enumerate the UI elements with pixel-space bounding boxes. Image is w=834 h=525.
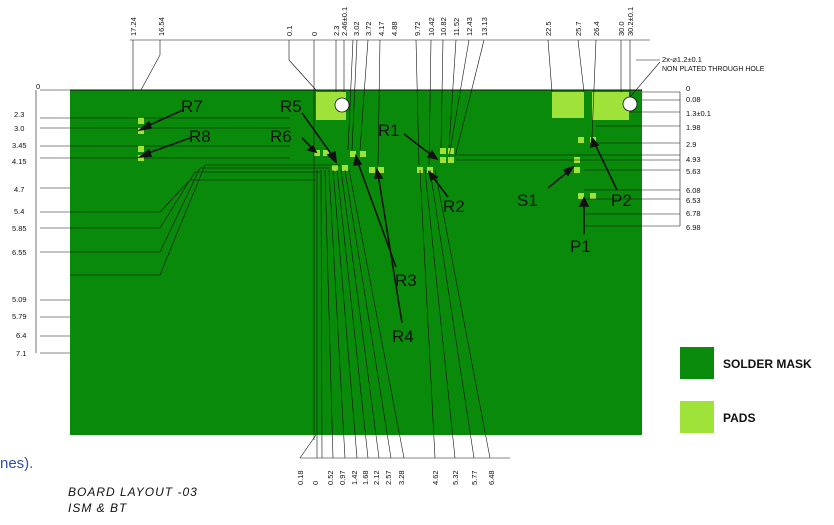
component-label-r1: R1 [378, 121, 400, 140]
left-dim-label: 5.4 [14, 207, 24, 216]
legend-swatch-pads [680, 401, 714, 433]
left-dim-label: 3.45 [12, 141, 27, 150]
right-dim-label: 6.08 [686, 186, 701, 195]
bottom-dimension-labels: 0.18 0 0.52 0.97 1.42 1.68 2.12 2.57 3.2… [296, 470, 496, 485]
right-dim-label: 1.3±0.1 [686, 109, 711, 118]
bottom-dim-label: 0.52 [326, 470, 335, 485]
top-dim-label: 2.3 [332, 26, 341, 36]
left-dim-label: 3.0 [14, 124, 24, 133]
right-dim-label: 4.93 [686, 155, 701, 164]
component-label-s1: S1 [517, 191, 538, 210]
top-dim-label: 9.72 [413, 21, 422, 36]
component-label-r4: R4 [392, 327, 414, 346]
right-dim-label: 5.63 [686, 167, 701, 176]
left-dimension-lines [35, 89, 340, 354]
top-dim-label: 10.82 [439, 17, 448, 36]
left-dim-label: 6.55 [12, 248, 27, 257]
bottom-dim-label: 5.32 [451, 470, 460, 485]
legend-swatch-solder-mask [680, 347, 714, 379]
top-dim-label: 2.46±0.1 [340, 7, 349, 36]
right-dimension-lines [456, 91, 681, 227]
pad-area-right-2 [592, 92, 629, 120]
bottom-dim-label: 1.68 [361, 470, 370, 485]
bottom-dim-label: 6.48 [487, 470, 496, 485]
bottom-dim-label: 2.12 [372, 470, 381, 485]
mounting-hole-left [334, 97, 350, 113]
left-dim-label: 4.15 [12, 157, 27, 166]
top-dim-label: 4.17 [377, 21, 386, 36]
bottom-dim-label: 0.18 [296, 470, 305, 485]
component-label-p2: P2 [611, 191, 632, 210]
component-label-p1: P1 [570, 237, 591, 256]
legend-label-pads: PADS [723, 411, 755, 425]
bottom-dim-label: 0.97 [338, 470, 347, 485]
top-dim-label: 10.42 [427, 17, 436, 36]
top-dim-label: 4.88 [390, 21, 399, 36]
top-dim-label: 3.72 [364, 21, 373, 36]
pad-area-right-1 [552, 92, 584, 118]
board-title-line2: ISM & BT [68, 501, 128, 515]
top-dim-label: 11.52 [452, 18, 461, 36]
hole-note-line2: NON PLATED THROUGH HOLE [662, 66, 765, 73]
component-label-r8: R8 [189, 127, 211, 146]
right-dim-label: 6.98 [686, 223, 701, 232]
right-dimension-labels: 0 0.08 1.3±0.1 1.98 2.9 4.93 5.63 6.08 6… [686, 84, 711, 232]
right-dim-label: 0.08 [686, 95, 701, 104]
label-arrows [137, 109, 618, 324]
left-dim-label: 7.1 [16, 349, 26, 358]
top-dim-label: 17.24 [129, 17, 138, 36]
component-label-r3: R3 [395, 271, 417, 290]
board-title-line1: BOARD LAYOUT -03 [68, 485, 198, 499]
left-dimension-labels: 0 2.3 3.0 3.45 4.15 4.7 5.4 5.85 6.55 5.… [12, 82, 40, 358]
left-dim-label: 4.7 [14, 185, 24, 194]
bottom-dimension-lines [299, 169, 510, 459]
left-dim-label: 5.09 [12, 295, 27, 304]
bottom-dim-label: 4.62 [431, 470, 440, 485]
bottom-dim-label: 2.57 [384, 470, 393, 485]
top-dim-label: 30.0 [617, 21, 626, 36]
component-label-r6: R6 [270, 127, 292, 146]
legend-label-solder-mask: SOLDER MASK [723, 357, 812, 371]
left-dim-label: 0 [36, 82, 40, 91]
bottom-dim-label: 5.77 [470, 470, 479, 485]
bottom-dim-label: 0 [311, 481, 320, 485]
hole-note-line1: 2x-⌀1.2±0.1 [662, 55, 702, 64]
right-dim-label: 6.78 [686, 209, 701, 218]
left-dim-label: 5.79 [12, 312, 27, 321]
top-dim-label: 16.54 [157, 17, 166, 36]
left-dim-label: 2.3 [14, 110, 24, 119]
top-dimension-lines [130, 39, 661, 440]
caption-fragment: nes). [0, 455, 34, 472]
component-label-r7: R7 [181, 97, 203, 116]
top-dim-label: 12.43 [465, 17, 474, 36]
top-dim-label: 25.7 [574, 21, 583, 36]
right-dim-label: 1.98 [686, 123, 701, 132]
right-dim-label: 6.53 [686, 196, 701, 205]
top-dim-label: 22.5 [544, 21, 553, 36]
right-dim-label: 0 [686, 84, 690, 93]
top-dim-label: 3.02 [352, 21, 361, 36]
left-dim-label: 5.85 [12, 224, 27, 233]
top-dim-label: 0 [310, 32, 319, 36]
top-dim-label: 30.2±0.1 [626, 7, 635, 36]
top-dimension-labels: 17.24 16.54 0.1 0 2.3 2.46±0.1 3.02 3.72… [129, 7, 635, 36]
right-dim-label: 2.9 [686, 140, 696, 149]
pcb-board [70, 90, 642, 435]
component-label-r5: R5 [280, 97, 302, 116]
mounting-hole-right [622, 96, 638, 112]
component-labels: R7 R8 R5 R6 R1 R2 R3 R4 S1 P2 P1 [181, 97, 632, 346]
board-title: BOARD LAYOUT -03 ISM & BT [68, 484, 198, 516]
left-dim-label: 6.4 [16, 331, 26, 340]
top-dim-label: 0.1 [285, 26, 294, 36]
bottom-dim-label: 3.28 [397, 470, 406, 485]
top-dim-label: 26.4 [592, 21, 601, 36]
bottom-dim-label: 1.42 [350, 470, 359, 485]
component-label-r2: R2 [443, 197, 465, 216]
top-dim-label: 13.13 [480, 17, 489, 36]
